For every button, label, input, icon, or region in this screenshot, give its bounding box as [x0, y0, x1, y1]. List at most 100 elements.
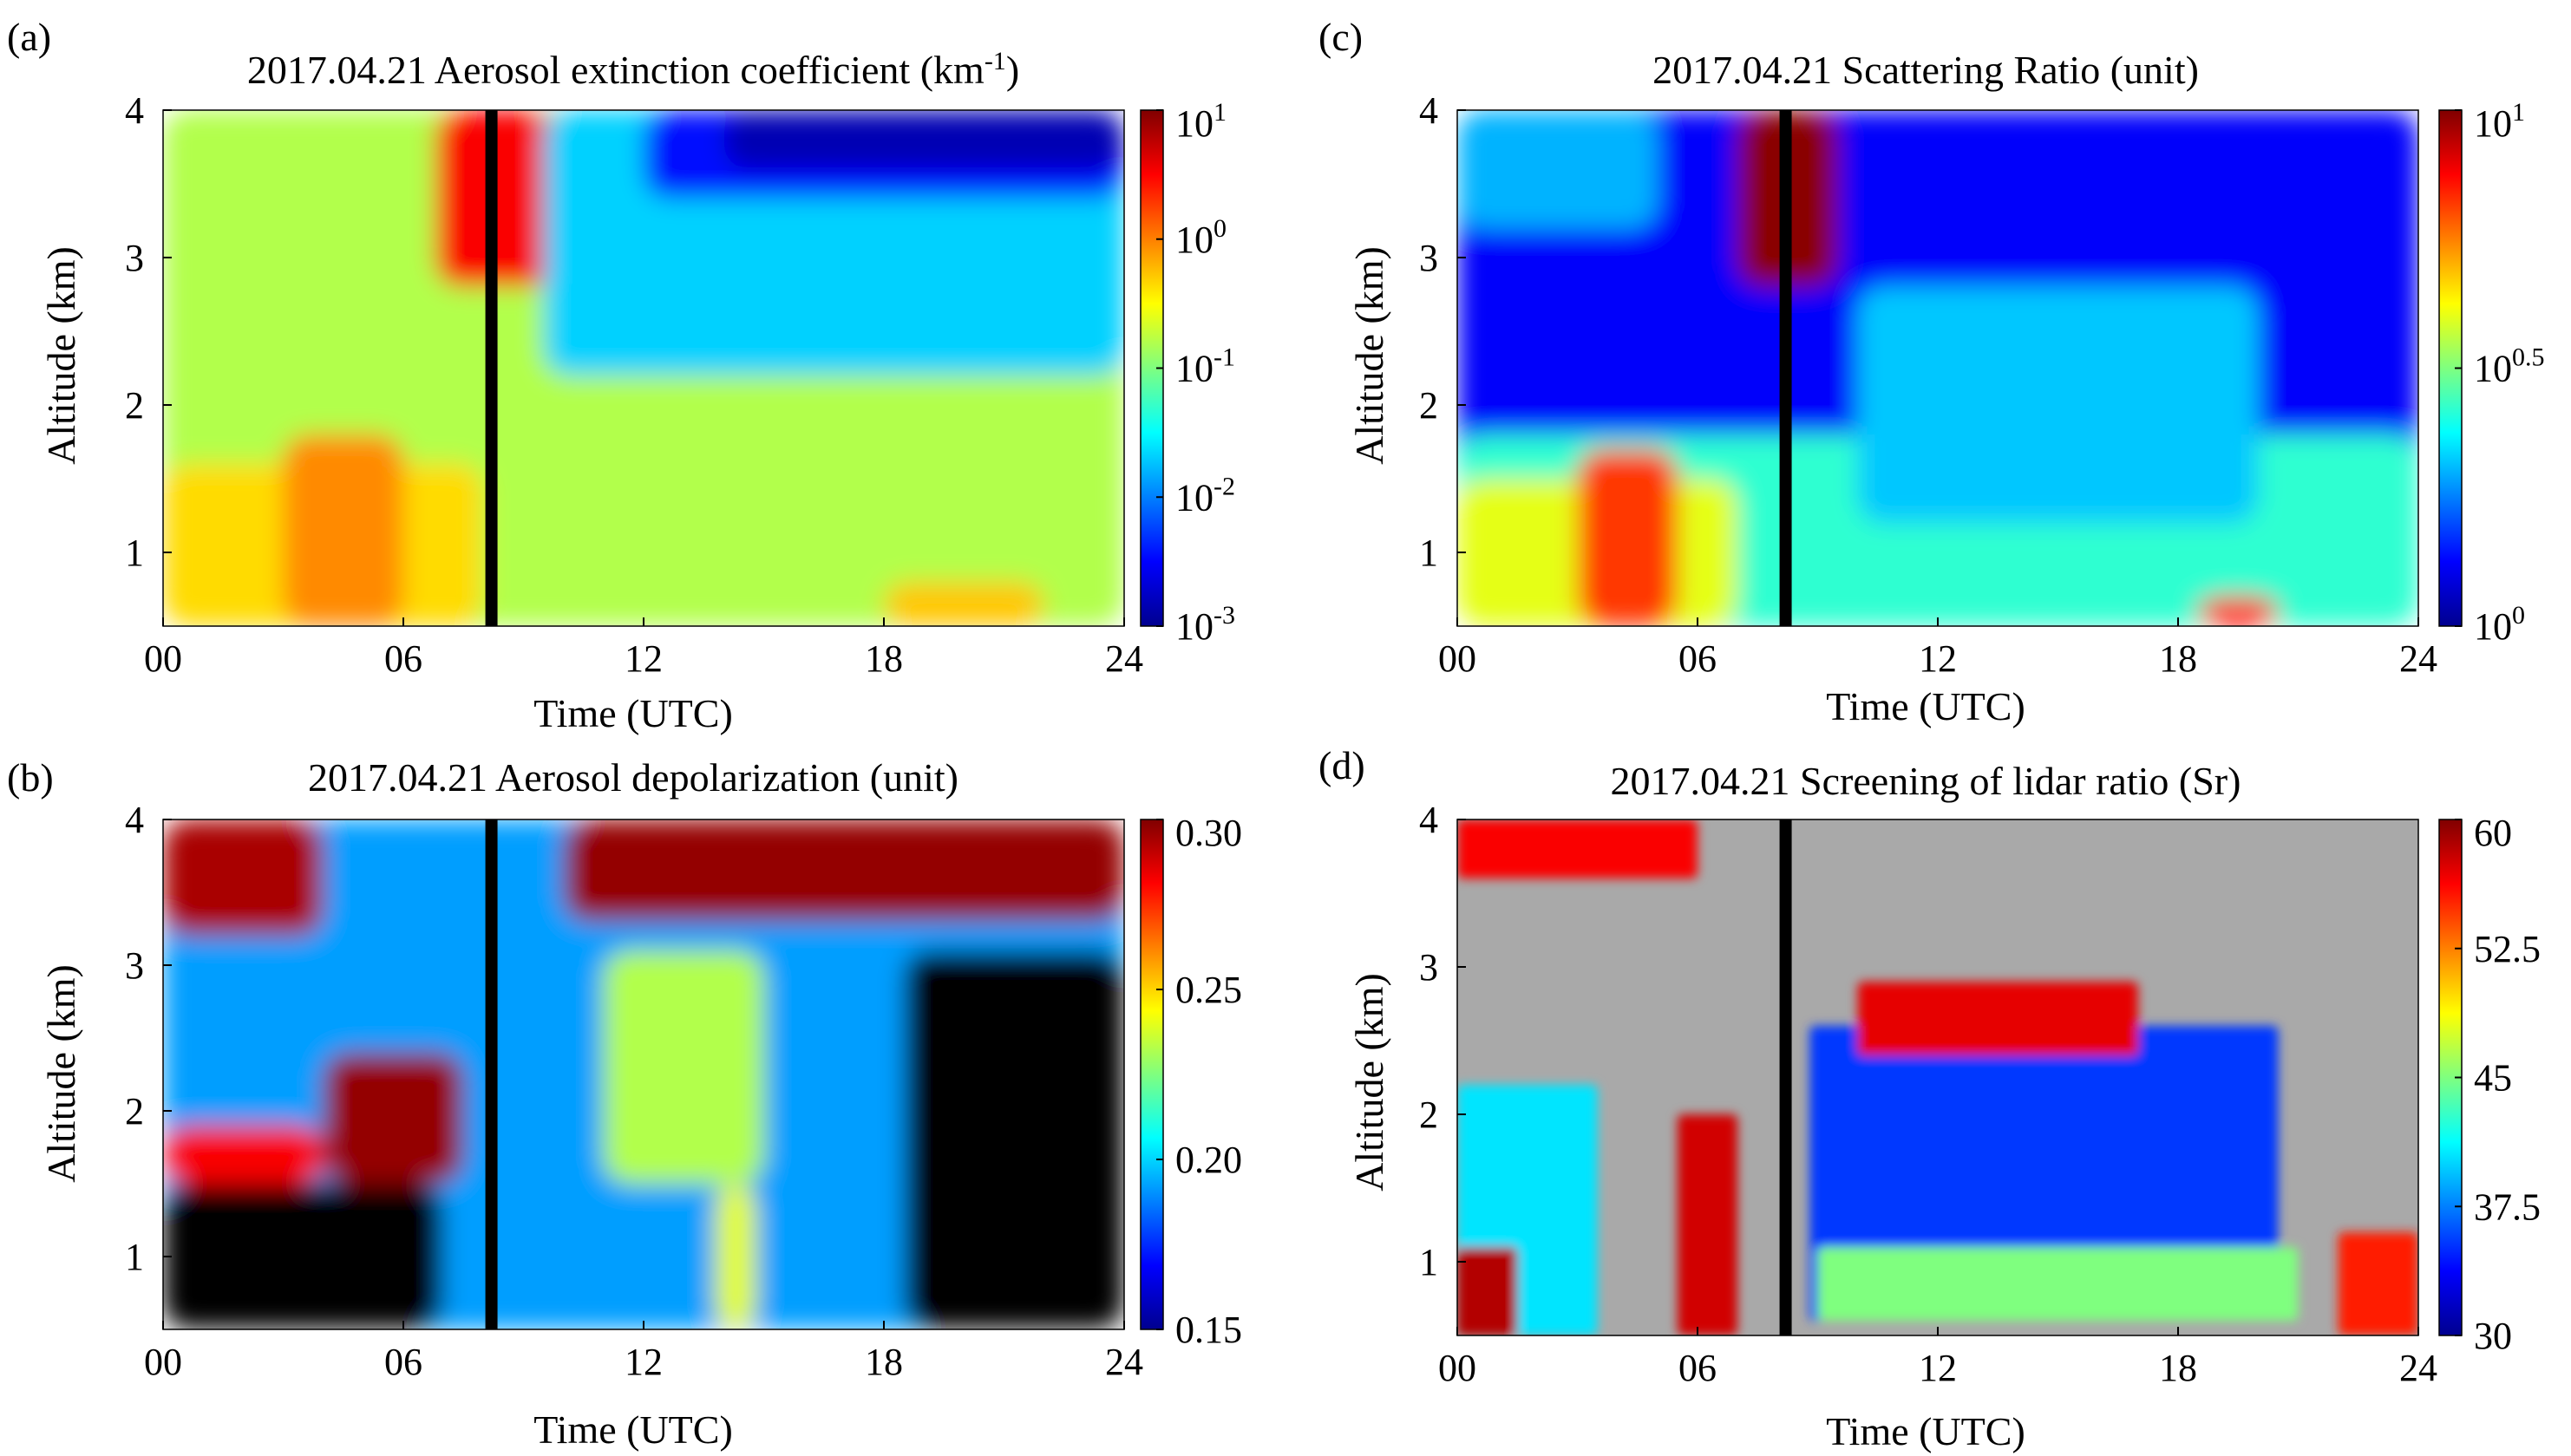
panel-b-heatmap	[162, 819, 1125, 1330]
panel-b-x-tick-label: 12	[625, 1341, 663, 1383]
panel-b-feature-1	[163, 1184, 444, 1329]
panel-a-title-sup: -1	[985, 47, 1006, 75]
panel-b-y-tick-label: 4	[125, 799, 144, 841]
panel-b-colorbar-tick-label: 0.15	[1175, 1309, 1242, 1351]
panel-d-colorbar-tick-label: 37.5	[2474, 1185, 2541, 1228]
panel-b-colorbar-tick-label: 0.25	[1175, 969, 1242, 1011]
panel-label-c: (c)	[1318, 15, 1363, 59]
panel-d-feature-1	[1857, 982, 2138, 1055]
panel-b-x-ticks: 00 06 12 18 24	[144, 1321, 1143, 1383]
panel-d-x-tick-label: 00	[1438, 1347, 1476, 1389]
panel-d-y-tick-label: 2	[1419, 1094, 1438, 1136]
panel-b-data-gap-line	[485, 819, 498, 1329]
panel-b-x-axis-label: Time (UTC)	[533, 1407, 733, 1452]
panel-b-feature-5	[323, 1052, 464, 1184]
panel-d-x-tick-label: 12	[1919, 1347, 1957, 1389]
panel-d-colorbar-tick-label: 52.5	[2474, 928, 2541, 970]
panel-c-feature-3	[1577, 449, 1678, 626]
colorbar-tick-base: 10	[1175, 348, 1214, 390]
panel-c-y-axis-label: Altitude (km)	[1347, 246, 1391, 465]
panel-d-heatmap	[1456, 819, 2419, 1336]
panel-d-y-tick-label: 4	[1419, 799, 1438, 841]
panel-b-feature-3	[563, 819, 1124, 922]
panel-a-x-tick-label: 06	[384, 637, 422, 680]
panel-a-colorbar-tick-label: 10-3	[1175, 601, 1235, 648]
panel-c-heatmap	[1456, 109, 2419, 627]
panel-a-colorbar-tick-label: 10-1	[1175, 343, 1235, 390]
panel-a-x-tick-label: 00	[144, 637, 182, 680]
panel-a-title: 2017.04.21 Aerosol extinction coefficien…	[247, 47, 1019, 92]
panel-c-data-gap-line	[1779, 110, 1792, 626]
panel-d-x-axis-label: Time (UTC)	[1826, 1409, 2025, 1453]
panel-b-colorbar: 0.30 0.25 0.20 0.15	[1140, 812, 1242, 1351]
panel-d-x-tick-label: 06	[1678, 1347, 1717, 1389]
panel-d-x-ticks: 00 06 12 18 24	[1438, 1327, 2437, 1389]
panel-label-d: (d)	[1318, 743, 1365, 787]
panel-a-colorbar-tick-label: 100	[1175, 214, 1227, 261]
colorbar-tick-exponent: 1	[2512, 98, 2525, 127]
panel-b-x-tick-label: 06	[384, 1341, 422, 1383]
panel-b-feature-6	[163, 1125, 324, 1184]
panel-c-y-ticks: 1 2 3 4	[1419, 89, 1466, 574]
panel-c: (c) 2017.04.21 Scattering Ratio (unit) 1…	[1318, 15, 2545, 728]
panel-c-colorbar-tick-label: 100	[2474, 601, 2525, 648]
panel-d-colorbar-tick-label: 60	[2474, 812, 2512, 854]
panel-d-x-tick-label: 24	[2399, 1347, 2437, 1389]
panel-d-title: 2017.04.21 Screening of lidar ratio (Sr)	[1611, 759, 2241, 803]
panel-c-title: 2017.04.21 Scattering Ratio (unit)	[1652, 48, 2199, 92]
panel-d-colorbar: 60 52.5 45 37.5 30	[2438, 812, 2541, 1357]
colorbar-tick-base: 10	[2474, 348, 2512, 390]
panel-c-colorbar-tick-label: 100.5	[2474, 343, 2545, 390]
panel-c-x-ticks: 00 06 12 18 24	[1438, 617, 2437, 680]
panel-a: (a) 2017.04.21 Aerosol extinction coeffi…	[7, 15, 1235, 735]
panel-b-x-tick-label: 18	[865, 1341, 903, 1383]
panel-d-colorbar-tick-label: 45	[2474, 1057, 2512, 1100]
panel-d-y-ticks: 1 2 3 4	[1419, 799, 1466, 1283]
panel-d-feature-6	[1677, 1114, 1738, 1335]
panel-a-y-tick-label: 2	[125, 384, 144, 427]
panel-a-feature-6	[723, 110, 1124, 169]
panel-a-x-tick-label: 18	[865, 637, 903, 680]
panel-a-y-tick-label: 4	[125, 89, 144, 132]
panel-a-x-tick-label: 24	[1105, 637, 1143, 680]
panel-c-y-tick-label: 2	[1419, 384, 1438, 427]
panel-b-feature-4	[163, 819, 324, 937]
panel-c-x-tick-label: 18	[2159, 637, 2197, 680]
panel-a-y-tick-label: 3	[125, 237, 144, 279]
panel-b-y-axis-label: Altitude (km)	[39, 964, 83, 1183]
panel-a-heatmap	[162, 109, 1125, 627]
panel-a-y-tick-label: 1	[125, 532, 144, 574]
panel-label-b: (b)	[7, 755, 54, 800]
panel-d-colorbar-tick-label: 30	[2474, 1315, 2512, 1357]
colorbar-tick-base: 10	[2474, 102, 2512, 145]
colorbar-tick-exponent: -2	[1214, 472, 1235, 500]
panel-a-colorbar-tick-label: 101	[1175, 98, 1227, 145]
panel-b-x-tick-label: 24	[1105, 1341, 1143, 1383]
panel-b-y-tick-label: 2	[125, 1090, 144, 1133]
colorbar-tick-exponent: 0	[2512, 601, 2525, 630]
panel-d-feature-2	[1817, 1247, 2299, 1321]
panel-c-feature-6	[1457, 110, 1658, 228]
panel-b-title: 2017.04.21 Aerosol depolarization (unit)	[308, 755, 958, 800]
panel-d-feature-5	[1457, 819, 1698, 878]
colorbar-tick-exponent: -3	[1214, 601, 1235, 630]
panel-c-y-tick-label: 4	[1419, 89, 1438, 132]
panel-b-y-tick-label: 1	[125, 1236, 144, 1278]
panel-a-feature-2	[283, 434, 403, 626]
panel-a-title-text: 2017.04.21 Aerosol extinction coefficien…	[247, 48, 985, 92]
panel-b-colorbar-tick-label: 0.30	[1175, 812, 1242, 854]
panel-d-x-tick-label: 18	[2159, 1347, 2197, 1389]
panel-a-y-axis-label: Altitude (km)	[39, 246, 83, 465]
panel-c-x-axis-label: Time (UTC)	[1826, 684, 2025, 728]
panel-a-colorbar-tick-label: 10-2	[1175, 472, 1235, 519]
panel-a-x-ticks: 00 06 12 18 24	[144, 617, 1143, 680]
panel-b-feature-2	[904, 950, 1124, 1329]
panel-a-title-close: )	[1006, 48, 1019, 92]
panel-d: (d) 2017.04.21 Screening of lidar ratio …	[1318, 743, 2541, 1453]
colorbar-tick-exponent: -1	[1214, 343, 1235, 372]
panel-d-feature-7	[2338, 1232, 2418, 1335]
panel-c-feature-5	[1857, 287, 2259, 523]
panel-c-x-tick-label: 06	[1678, 637, 1717, 680]
